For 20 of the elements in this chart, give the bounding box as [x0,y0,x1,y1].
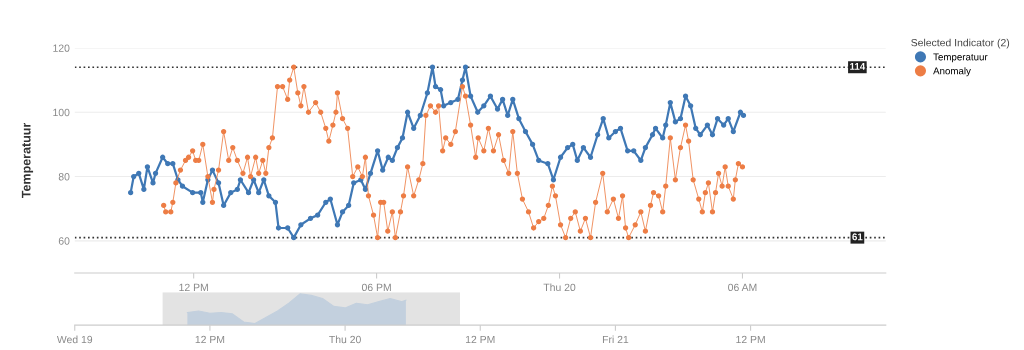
y-tick-label: 60 [58,237,70,245]
x-tick-label: 12 PM [736,335,765,344]
y-axis-title: Temperatuur [21,122,34,199]
x-tick-label: 06 PM [361,283,391,292]
x-tick-label: 06 AM [728,283,757,292]
x-tick-label: Wed 19 [56,335,93,344]
x-tick-label: 12 PM [466,335,495,344]
ref-line-label: 61 [852,233,863,241]
y-tick-label: 80 [58,173,70,181]
legend-label: Temperatuur [933,53,988,63]
x-tick-label: Thu 20 [329,335,361,344]
x-tick-label: 12 PM [179,283,208,291]
y-tick-label: 120 [53,44,70,52]
legend-label: Anomaly [933,67,971,77]
y-tick-label: 100 [53,108,70,117]
legend-title: Selected Indicator (2) [911,38,1010,49]
x-tick-label: Thu 20 [543,283,576,292]
x-tick-label: Fri 21 [602,335,629,344]
ref-line-label: 114 [850,63,866,70]
x-tick-label: 12 PM [195,335,225,344]
